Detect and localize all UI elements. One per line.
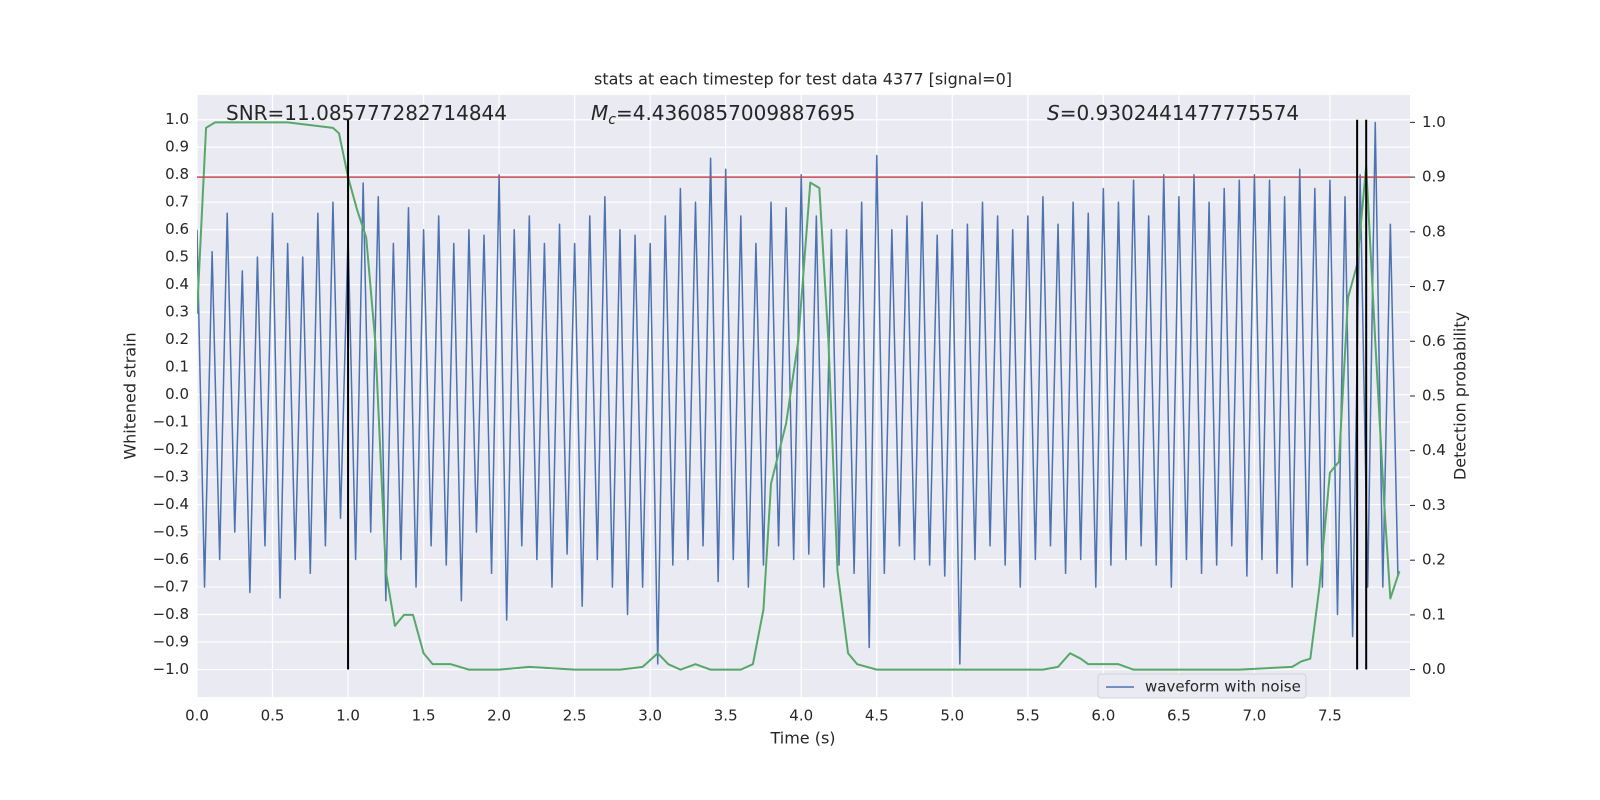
y-tick-label: −0.1 — [153, 413, 189, 431]
plot-area — [197, 95, 1410, 697]
y-tick-label: −1.0 — [153, 660, 189, 678]
x-tick-label: 7.5 — [1318, 707, 1342, 725]
x-tick-label: 3.5 — [714, 707, 738, 725]
legend-box — [1097, 673, 1307, 699]
y2-tick-label: 0.5 — [1422, 387, 1446, 405]
y-tick-label: 0.3 — [165, 303, 189, 321]
y2-tick-label: 0.2 — [1422, 551, 1446, 569]
legend-label: waveform with noise — [1145, 678, 1301, 696]
y2-axis-label: Detection probability — [1451, 312, 1470, 480]
annotation-text: SNR=11.085777282714844 — [226, 101, 507, 125]
y-tick-label: −0.6 — [153, 550, 189, 568]
y-tick-label: −0.8 — [153, 605, 189, 623]
x-tick-label: 3.0 — [638, 707, 662, 725]
y-tick-label: 0.4 — [165, 275, 189, 293]
y2-tick-label: 0.9 — [1422, 168, 1446, 186]
x-tick-label: 1.5 — [412, 707, 436, 725]
annotation-symbol: S — [1047, 101, 1060, 125]
x-tick-label: 4.5 — [865, 707, 889, 725]
chart-title: stats at each timestep for test data 437… — [594, 70, 1012, 89]
y2-tick-label: 0.6 — [1422, 332, 1446, 350]
x-tick-label: 2.0 — [487, 707, 511, 725]
x-tick-label: 5.5 — [1016, 707, 1040, 725]
probability-line — [197, 121, 1401, 671]
y2-tick-label: 0.7 — [1422, 277, 1446, 295]
waveform-line — [197, 121, 1399, 665]
x-tick-label: 0.5 — [261, 707, 285, 725]
y-tick-label: 0.0 — [165, 385, 189, 403]
x-tick-label: 0.0 — [185, 707, 209, 725]
x-tick-label: 2.5 — [563, 707, 587, 725]
y-tick-label: 0.2 — [165, 330, 189, 348]
marks — [197, 119, 1410, 671]
y2-tick-label: 0.1 — [1422, 605, 1446, 623]
y2-tick-label: 0.8 — [1422, 222, 1446, 240]
x-tick-label: 4.0 — [789, 707, 813, 725]
x-tick-label: 6.5 — [1167, 707, 1191, 725]
y-axis-label: Whitened strain — [121, 332, 140, 459]
annotation: S=0.9302441477775574 — [1047, 101, 1299, 125]
y2-tick-label: 1.0 — [1422, 113, 1446, 131]
annotation-text: =4.4360857009887695 — [616, 101, 855, 125]
y-tick-label: −0.9 — [153, 633, 189, 651]
y-tick-label: −0.3 — [153, 468, 189, 486]
annotation-symbol: M — [591, 101, 608, 125]
annotation: SNR=11.085777282714844 — [226, 101, 507, 125]
y-tick-label: −0.5 — [153, 523, 189, 541]
annotation-text: =0.9302441477775574 — [1060, 101, 1299, 125]
legend: waveform with noise — [1097, 673, 1307, 699]
y-tick-label: 0.7 — [165, 193, 189, 211]
axes: 0.0 0.5 1.0 1.5 2.0 2.5 3.0 3.5 4.0 4.5 5.0 5.5 6.0 6… — [153, 110, 1446, 724]
x-axis-label: Time (s) — [769, 729, 835, 748]
y-tick-label: 0.8 — [165, 165, 189, 183]
y-tick-label: 0.1 — [165, 358, 189, 376]
y-tick-label: 0.9 — [165, 138, 189, 156]
y-tick-label: 1.0 — [165, 110, 189, 128]
x-tick-label: 5.0 — [940, 707, 964, 725]
y-tick-label: −0.2 — [153, 440, 189, 458]
y-tick-label: −0.7 — [153, 578, 189, 596]
y-tick-label: −0.4 — [153, 495, 189, 513]
annotation: Mc=4.4360857009887695 — [591, 101, 855, 129]
x-tick-label: 1.0 — [336, 707, 360, 725]
y2-tick-label: 0.0 — [1422, 660, 1446, 678]
x-tick-label: 6.0 — [1091, 707, 1115, 725]
y-tick-label: 0.6 — [165, 220, 189, 238]
y-tick-label: 0.5 — [165, 248, 189, 266]
y2-tick-label: 0.3 — [1422, 496, 1446, 514]
annotation-subscript: c — [608, 112, 616, 128]
x-tick-label: 7.0 — [1242, 707, 1266, 725]
y2-tick-label: 0.4 — [1422, 441, 1446, 459]
